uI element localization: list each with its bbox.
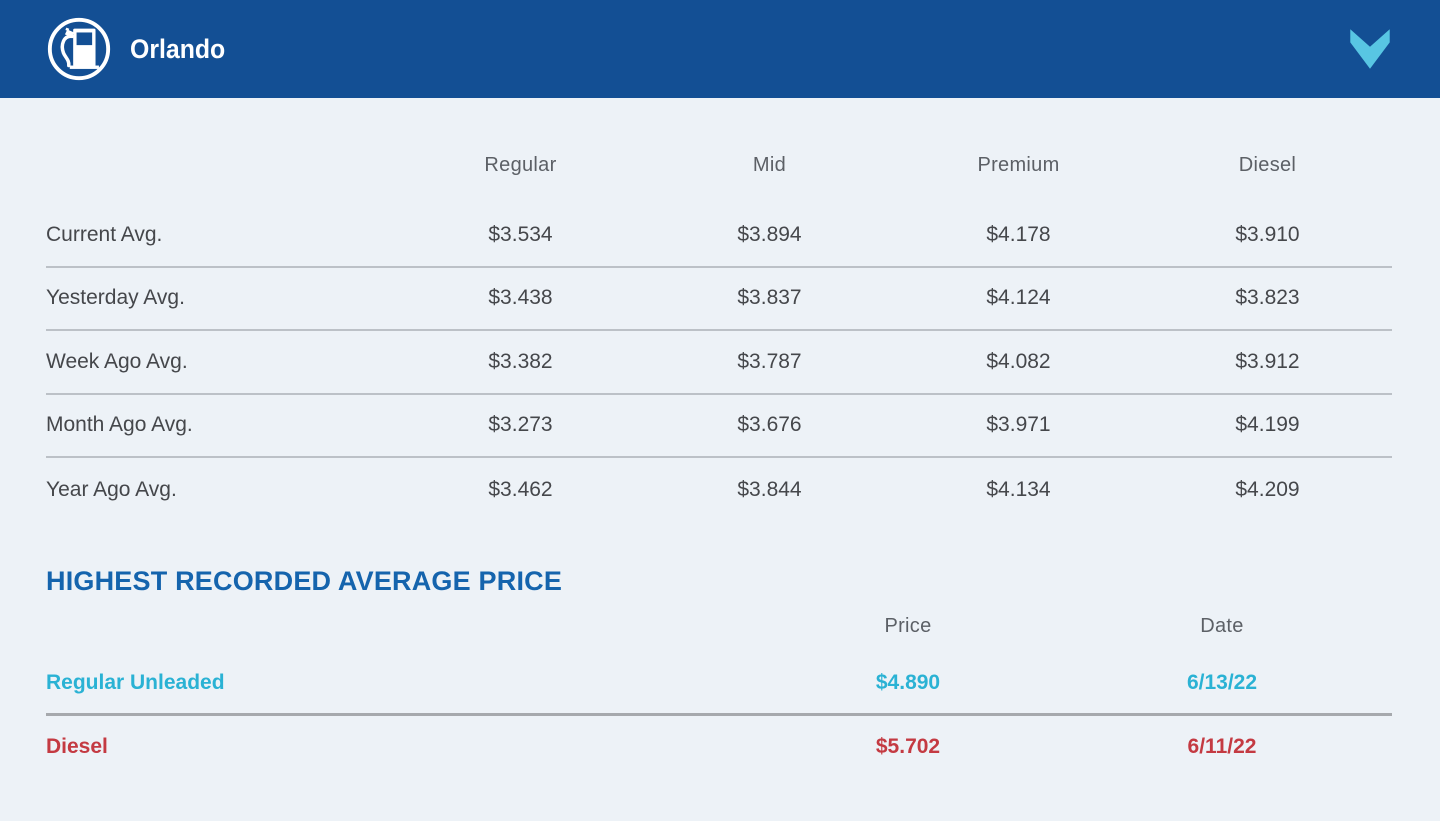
main-content: Regular Mid Premium Diesel Current Avg. … [0, 98, 1440, 779]
cell-value: $3.837 [737, 286, 802, 310]
column-header-date: Date [1200, 615, 1244, 637]
section-title-highest-recorded: HIGHEST RECORDED AVERAGE PRICE [46, 565, 563, 596]
row-label: Regular Unleaded [46, 670, 225, 694]
table-row-yesterday-avg: Yesterday Avg. $3.438 $3.837 $4.124 $3.8… [46, 268, 1392, 331]
cell-value: $3.823 [1235, 286, 1300, 310]
cell-value: $3.676 [737, 413, 802, 437]
column-header-price: Price [884, 615, 932, 637]
table-row-current-avg: Current Avg. $3.534 $3.894 $4.178 $3.910 [46, 204, 1392, 268]
cell-value: $3.462 [488, 477, 553, 501]
column-header-regular: Regular [484, 153, 557, 176]
cell-value: $3.910 [1235, 222, 1300, 246]
cell-value: $4.134 [986, 477, 1051, 501]
row-label: Yesterday Avg. [46, 286, 185, 310]
cell-value: $4.082 [986, 349, 1051, 373]
table-row-regular-unleaded: Regular Unleaded $4.890 6/13/22 [46, 653, 1392, 716]
averages-table: Regular Mid Premium Diesel Current Avg. … [46, 126, 1392, 522]
averages-table-header-row: Regular Mid Premium Diesel [46, 126, 1392, 204]
row-label: Week Ago Avg. [46, 349, 188, 373]
row-label: Diesel [46, 735, 108, 758]
cell-value: $3.382 [488, 349, 553, 373]
cell-value: $3.438 [488, 286, 553, 310]
column-header-premium: Premium [977, 153, 1060, 176]
cell-value: $4.209 [1235, 477, 1300, 501]
highest-recorded-header-row: Price Date [46, 601, 1392, 653]
cell-value: $3.912 [1235, 349, 1300, 373]
cell-value: $3.894 [737, 222, 802, 246]
highest-recorded-table: Price Date Regular Unleaded $4.890 6/13/… [46, 601, 1392, 779]
column-header-diesel: Diesel [1238, 153, 1297, 176]
row-label: Current Avg. [46, 222, 163, 246]
cell-value: $3.534 [488, 222, 553, 246]
cell-value: $3.844 [737, 477, 802, 501]
cell-value: $3.273 [488, 413, 553, 437]
page-title-city: Orlando [130, 33, 226, 64]
row-label: Month Ago Avg. [46, 413, 193, 437]
cell-date: 6/13/22 [1186, 670, 1258, 694]
gas-pump-icon [44, 14, 114, 84]
cell-value: $4.199 [1235, 413, 1300, 437]
cell-value: $3.971 [986, 413, 1051, 437]
cell-price: $4.890 [875, 670, 941, 694]
cell-price: $5.702 [875, 735, 941, 758]
app-header: Orlando [0, 0, 1440, 98]
cell-value: $4.178 [986, 222, 1051, 246]
column-header-mid: Mid [752, 153, 787, 176]
cell-date: 6/11/22 [1187, 735, 1257, 758]
table-row-year-ago-avg: Year Ago Avg. $3.462 $3.844 $4.134 $4.20… [46, 458, 1392, 522]
chevron-down-icon[interactable] [1348, 26, 1392, 72]
table-row-diesel: Diesel $5.702 6/11/22 [46, 716, 1392, 779]
table-row-month-ago-avg: Month Ago Avg. $3.273 $3.676 $3.971 $4.1… [46, 395, 1392, 458]
cell-value: $3.787 [737, 349, 802, 373]
row-label: Year Ago Avg. [46, 477, 177, 501]
table-row-week-ago-avg: Week Ago Avg. $3.382 $3.787 $4.082 $3.91… [46, 331, 1392, 395]
cell-value: $4.124 [986, 286, 1051, 310]
